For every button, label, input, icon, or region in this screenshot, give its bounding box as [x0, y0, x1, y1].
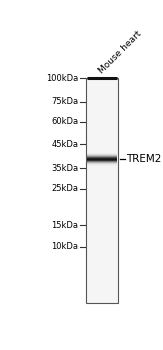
Text: 45kDa: 45kDa — [52, 140, 79, 149]
Bar — [86, 78, 118, 303]
Text: 35kDa: 35kDa — [51, 164, 79, 173]
Text: 100kDa: 100kDa — [46, 74, 79, 83]
Text: TREM2: TREM2 — [126, 154, 161, 164]
Text: 25kDa: 25kDa — [52, 184, 79, 194]
Text: Mouse heart: Mouse heart — [97, 29, 143, 75]
Text: 10kDa: 10kDa — [52, 242, 79, 251]
Text: 60kDa: 60kDa — [51, 117, 79, 126]
Text: 15kDa: 15kDa — [52, 221, 79, 230]
Text: 75kDa: 75kDa — [51, 97, 79, 106]
